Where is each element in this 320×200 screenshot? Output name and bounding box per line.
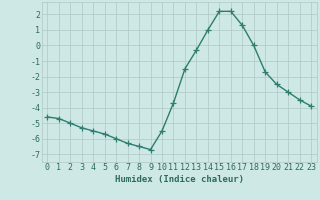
X-axis label: Humidex (Indice chaleur): Humidex (Indice chaleur) [115, 175, 244, 184]
